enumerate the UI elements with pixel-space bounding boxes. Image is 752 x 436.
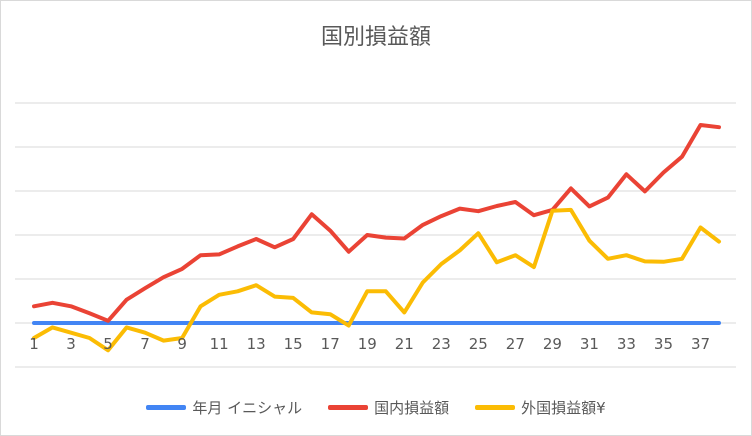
x-tick-label: 21	[395, 335, 414, 353]
series-line-1	[32, 123, 721, 323]
x-axis-ticks: 1 3 5 7 9 11 13 15 17 19 21 23 25 27 29 31 33 35 37	[29, 335, 710, 353]
series-line-2	[32, 207, 721, 353]
x-tick-label: 35	[654, 335, 673, 353]
x-tick-label: 1	[29, 335, 39, 353]
x-tick-label: 5	[103, 335, 113, 353]
legend-swatch	[146, 404, 187, 410]
x-tick-label: 3	[66, 335, 76, 353]
legend-label: 国内損益額	[374, 398, 450, 417]
legend-swatch	[475, 404, 516, 410]
x-tick-label: 31	[580, 335, 599, 353]
legend-item-1: 国内損益額	[328, 397, 449, 418]
x-tick-label: 29	[543, 335, 562, 353]
x-tick-label: 9	[177, 335, 187, 353]
x-tick-label: 15	[284, 335, 303, 353]
legend-swatch	[328, 404, 369, 410]
series-lines	[32, 123, 721, 353]
x-tick-label: 13	[247, 335, 266, 353]
x-tick-label: 23	[432, 335, 451, 353]
x-tick-label: 19	[358, 335, 377, 353]
chart-title: 国別損益額	[320, 25, 431, 50]
legend-label: 年月 イニシャル	[192, 398, 303, 417]
x-tick-label: 25	[469, 335, 488, 353]
legend-item-2: 外国損益額¥	[475, 397, 606, 418]
x-tick-label: 33	[617, 335, 636, 353]
legend: 年月 イニシャル 国内損益額 外国損益額¥	[1, 395, 751, 419]
x-tick-label: 27	[506, 335, 525, 353]
x-tick-label: 7	[140, 335, 150, 353]
legend-item-0: 年月 イニシャル	[146, 397, 302, 418]
x-tick-label: 37	[691, 335, 710, 353]
x-tick-label: 17	[321, 335, 340, 353]
legend-label: 外国損益額¥	[521, 398, 606, 417]
x-tick-label: 11	[210, 335, 229, 353]
